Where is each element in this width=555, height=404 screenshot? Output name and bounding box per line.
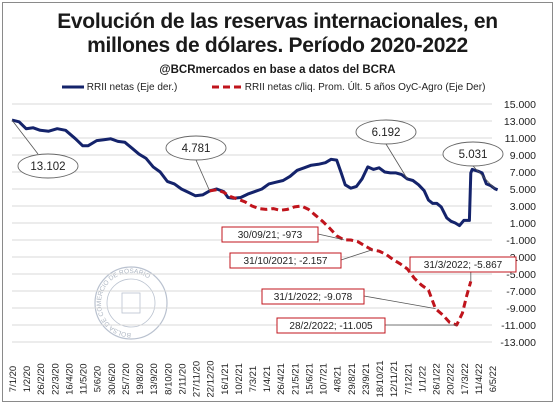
x-tick-label: 26/2/20 — [36, 363, 47, 395]
x-tick-label: 1/4/21 — [262, 366, 273, 392]
callout-oval: 5.031 — [442, 141, 504, 190]
x-tick-label: 16/4/20 — [64, 363, 75, 395]
x-tick-label: 7/3/21 — [248, 366, 259, 392]
x-tick-label: 7/12/21 — [403, 363, 414, 395]
callout-box: 31/10/2021; -2.157 — [229, 249, 373, 269]
callout-leader — [363, 295, 436, 310]
x-tick-label: 23/9/21 — [361, 363, 372, 395]
callout-box-label: 31/1/2022; -9.078 — [274, 292, 353, 303]
series-line-2 — [209, 188, 473, 327]
callout-box: 30/09/21; -973 — [221, 226, 344, 243]
x-tick-label: 26/4/21 — [276, 363, 287, 395]
y-tick-label: 3.000 — [510, 201, 536, 213]
y-tick-label: 1.000 — [510, 218, 536, 230]
callout-box-shape — [409, 256, 517, 273]
x-tick-label: 18/10/21 — [375, 361, 386, 398]
callout-oval: 13.102 — [11, 119, 79, 179]
x-tick-label: 13/9/20 — [149, 363, 160, 395]
y-tick-label: 9.000 — [510, 150, 536, 162]
callout-box-label: 28/2/2022; -11.005 — [289, 321, 373, 332]
callout-oval: 6.192 — [355, 119, 417, 180]
legend-item-series2: RRII netas c/liq. Prom. Últ. 5 años OyC-… — [212, 82, 485, 93]
y-tick-label: -11.000 — [501, 320, 536, 332]
x-tick-label: 19/8/20 — [135, 363, 146, 395]
legend-label-series2: RRII netas c/liq. Prom. Últ. 5 años OyC-… — [244, 82, 486, 93]
callout-box-shape — [261, 288, 365, 305]
callout-box-label: 31/10/2021; -2.157 — [244, 256, 328, 267]
chart-title: Evolución de las reservas internacionale… — [0, 10, 555, 58]
x-tick-label: 20/2/22 — [446, 363, 457, 395]
x-tick-label: 10/7/21 — [319, 363, 330, 395]
x-tick-label: 5/6/20 — [93, 366, 104, 392]
y-tick-label: 11.000 — [505, 133, 536, 145]
callout-oval-shape — [17, 153, 79, 179]
x-tick-label: 17/3/22 — [460, 363, 471, 395]
watermark-emblem — [121, 292, 141, 314]
watermark-seal: BOLSA DE COMERCIO DE ROSARIO — [94, 266, 168, 340]
x-tick-label: 15/6/21 — [304, 363, 315, 395]
callout-oval-shape — [165, 135, 227, 161]
y-tick-label: -1.000 — [506, 235, 536, 247]
x-tick-label: 4/8/21 — [333, 366, 344, 392]
watermark-ring-outer — [94, 266, 168, 340]
y-tick-label: -9.000 — [506, 303, 536, 315]
callout-oval: 4.781 — [165, 135, 227, 192]
watermark-ring-inner — [106, 278, 156, 328]
x-tick-label: 26/1/22 — [432, 363, 443, 395]
x-tick-label: 11/5/20 — [79, 364, 90, 395]
callout-box-shape — [229, 252, 342, 269]
x-tick-label: 6/5/22 — [488, 366, 499, 392]
x-tick-label: 8/10/20 — [163, 363, 174, 395]
callout-oval-label: 4.781 — [182, 143, 211, 155]
chart-title-line1: Evolución de las reservas internacionale… — [57, 10, 498, 33]
x-tick-label: 2/11/20 — [177, 364, 188, 395]
chart-subtitle: @BCRmercados en base a datos del BCRA — [159, 64, 396, 76]
y-tick-label: 15.000 — [504, 99, 536, 111]
callout-box: 31/1/2022; -9.078 — [261, 288, 436, 310]
x-tick-label: 1/2/20 — [22, 366, 33, 392]
legend-item-series1: RRII netas (Eje der.) — [62, 82, 177, 93]
callout-leader — [195, 159, 211, 192]
callout-leader — [11, 119, 39, 155]
y-tick-label: 5.000 — [510, 184, 536, 196]
callout-oval-label: 5.031 — [459, 149, 488, 161]
x-tick-label: 11/4/22 — [474, 363, 485, 394]
callout-leader — [472, 165, 496, 190]
x-tick-label: 22/3/20 — [50, 363, 61, 395]
y-tick-label: -7.000 — [506, 286, 536, 298]
series-line-1 — [11, 118, 499, 228]
callout-box-shape — [221, 226, 319, 243]
callout-oval-label: 13.102 — [30, 161, 65, 173]
callout-box-label: 31/3/2022; -5.867 — [424, 260, 503, 271]
callout-oval-shape — [355, 119, 417, 145]
x-tick-label: 29/8/21 — [347, 363, 358, 395]
callout-leader — [385, 143, 408, 180]
x-tick-label: 21/5/21 — [290, 363, 301, 395]
callout-leader — [340, 249, 373, 261]
x-tick-label: 7/1/20 — [8, 366, 19, 392]
callout-box: 28/2/2022; -11.005 — [276, 317, 457, 334]
x-tick-label: 16/1/21 — [220, 363, 231, 395]
x-tick-label: 25/7/20 — [121, 363, 132, 395]
callout-oval-shape — [442, 141, 504, 167]
x-tick-label: 1/1/22 — [417, 366, 428, 392]
y-tick-label: 13.000 — [504, 116, 536, 128]
x-tick-label: 12/11/21 — [389, 361, 400, 397]
chart-title-line2: millones de dólares. Período 2020-2022 — [87, 34, 468, 57]
callout-box-label: 30/09/21; -973 — [238, 230, 303, 241]
callout-leader — [317, 233, 344, 241]
y-tick-label: -13.000 — [500, 337, 536, 349]
callout-box: 31/3/2022; -5.867 — [409, 256, 517, 282]
legend-label-series1: RRII netas (Eje der.) — [86, 82, 178, 93]
callout-box-shape — [276, 317, 386, 334]
x-tick-label: 10/2/21 — [234, 363, 245, 395]
x-tick-label: 30/6/20 — [107, 363, 118, 395]
x-tick-label: 27/11/20 — [192, 361, 203, 397]
x-tick-label: 22/12/20 — [206, 361, 217, 398]
callout-oval-label: 6.192 — [372, 127, 401, 139]
y-tick-label: 7.000 — [510, 167, 536, 179]
